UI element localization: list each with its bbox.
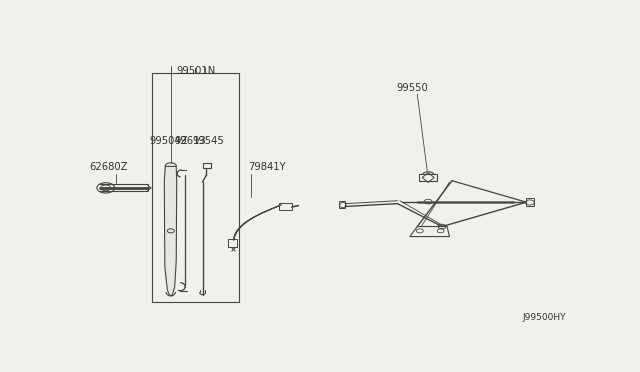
Text: 62680Z: 62680Z (90, 162, 128, 172)
Text: 99501N: 99501N (176, 66, 215, 76)
Text: J99500HY: J99500HY (523, 313, 566, 322)
Text: 99550: 99550 (396, 83, 428, 93)
Bar (203, 163, 211, 168)
Bar (152, 73, 239, 302)
Bar (280, 203, 292, 211)
Text: 79841Y: 79841Y (249, 162, 286, 172)
Text: 99613: 99613 (174, 136, 206, 146)
Bar (228, 238, 237, 247)
Circle shape (97, 183, 115, 193)
Bar (419, 174, 437, 181)
Polygon shape (164, 166, 177, 295)
Bar (100, 185, 148, 191)
Bar (339, 201, 346, 208)
Text: 99545: 99545 (192, 136, 224, 146)
Circle shape (101, 185, 111, 191)
Bar (527, 198, 534, 206)
Text: 99504Z: 99504Z (149, 136, 188, 146)
